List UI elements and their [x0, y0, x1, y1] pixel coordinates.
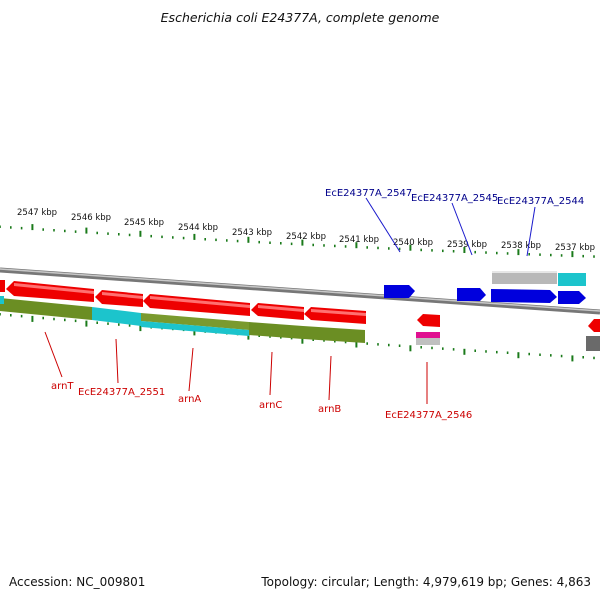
scale-label: 2538 kbp — [501, 241, 541, 251]
gene-label: arnC — [259, 400, 282, 411]
genome-backbone-arc-highlight — [0, 268, 600, 312]
leader-line — [188, 347, 194, 392]
gene-arrow-forward — [457, 288, 486, 301]
gene-arrow-reverse — [588, 319, 600, 332]
feature-olive — [141, 313, 249, 330]
scale-labels: 2547 kbp 2546 kbp 2545 kbp 2544 kbp 2543… — [17, 208, 595, 253]
top-gene-labels: EcE24377A_2547 EcE24377A_2545 EcE24377A_… — [325, 188, 584, 207]
feature-cyan — [141, 321, 249, 336]
gene-arrow-forward — [384, 285, 415, 298]
gene-arrow-reverse — [0, 280, 5, 292]
scale-ticks-top — [0, 224, 595, 258]
reverse-feature-track — [0, 296, 365, 343]
scale-label: 2547 kbp — [17, 208, 57, 218]
scale-label: 2540 kbp — [393, 238, 433, 248]
gene-highlight — [258, 305, 304, 312]
scale-label: 2541 kbp — [339, 235, 379, 245]
scale-label: 2544 kbp — [178, 223, 218, 233]
scale-label: 2539 kbp — [447, 240, 487, 250]
gene-label: arnB — [318, 404, 341, 415]
gene-arrow-reverse — [417, 314, 440, 327]
leader-line — [365, 197, 401, 253]
top-leader-lines — [365, 197, 536, 257]
leader-line — [526, 206, 536, 257]
feature-olive — [303, 326, 365, 343]
gene-label: arnT — [51, 381, 74, 392]
genome-summary-text: Topology: circular; Length: 4,979,619 bp… — [261, 575, 591, 589]
scale-label: 2537 kbp — [555, 243, 595, 253]
feature-cyan — [92, 307, 141, 326]
feature-dark-grey — [586, 336, 600, 351]
gene-arrow-forward — [558, 291, 586, 304]
feature-olive — [0, 298, 92, 320]
feature-cyan-stub — [0, 296, 4, 304]
scale-label: 2543 kbp — [232, 228, 272, 238]
feature-pink — [416, 332, 440, 338]
reverse-gene-track — [0, 280, 600, 351]
bottom-gene-labels: arnT EcE24377A_2551 arnA arnC arnB EcE24… — [51, 381, 472, 421]
gene-highlight — [492, 271, 557, 273]
leader-line — [269, 351, 273, 396]
feature-grey — [492, 271, 557, 284]
gene-label: EcE24377A_2545 — [411, 193, 498, 204]
forward-gene-track — [384, 271, 586, 304]
feature-olive — [249, 322, 303, 339]
leader-line — [115, 338, 119, 384]
gene-label: EcE24377A_2551 — [78, 387, 165, 398]
feature-grey — [416, 338, 440, 345]
gene-arrow-forward — [491, 289, 557, 303]
leader-line — [451, 202, 473, 256]
feature-cyan — [558, 273, 586, 286]
scale-label: 2546 kbp — [71, 213, 111, 223]
gene-label: arnA — [178, 394, 201, 405]
genome-backbone-arc — [0, 267, 600, 315]
gene-label: EcE24377A_2546 — [385, 410, 472, 421]
gene-label: EcE24377A_2547 — [325, 188, 412, 199]
scale-label: 2545 kbp — [124, 218, 164, 228]
leader-line — [44, 331, 63, 378]
gene-highlight — [150, 296, 250, 308]
gene-label: EcE24377A_2544 — [497, 196, 584, 207]
gene-highlight — [14, 283, 94, 294]
map-title: Escherichia coli E24377A, complete genom… — [160, 10, 440, 25]
scale-label: 2542 kbp — [286, 232, 326, 242]
bottom-leader-lines — [44, 331, 428, 404]
accession-text: Accession: NC_009801 — [9, 575, 146, 589]
gene-highlight — [102, 292, 143, 299]
leader-line — [328, 355, 332, 401]
gene-highlight — [311, 309, 366, 316]
